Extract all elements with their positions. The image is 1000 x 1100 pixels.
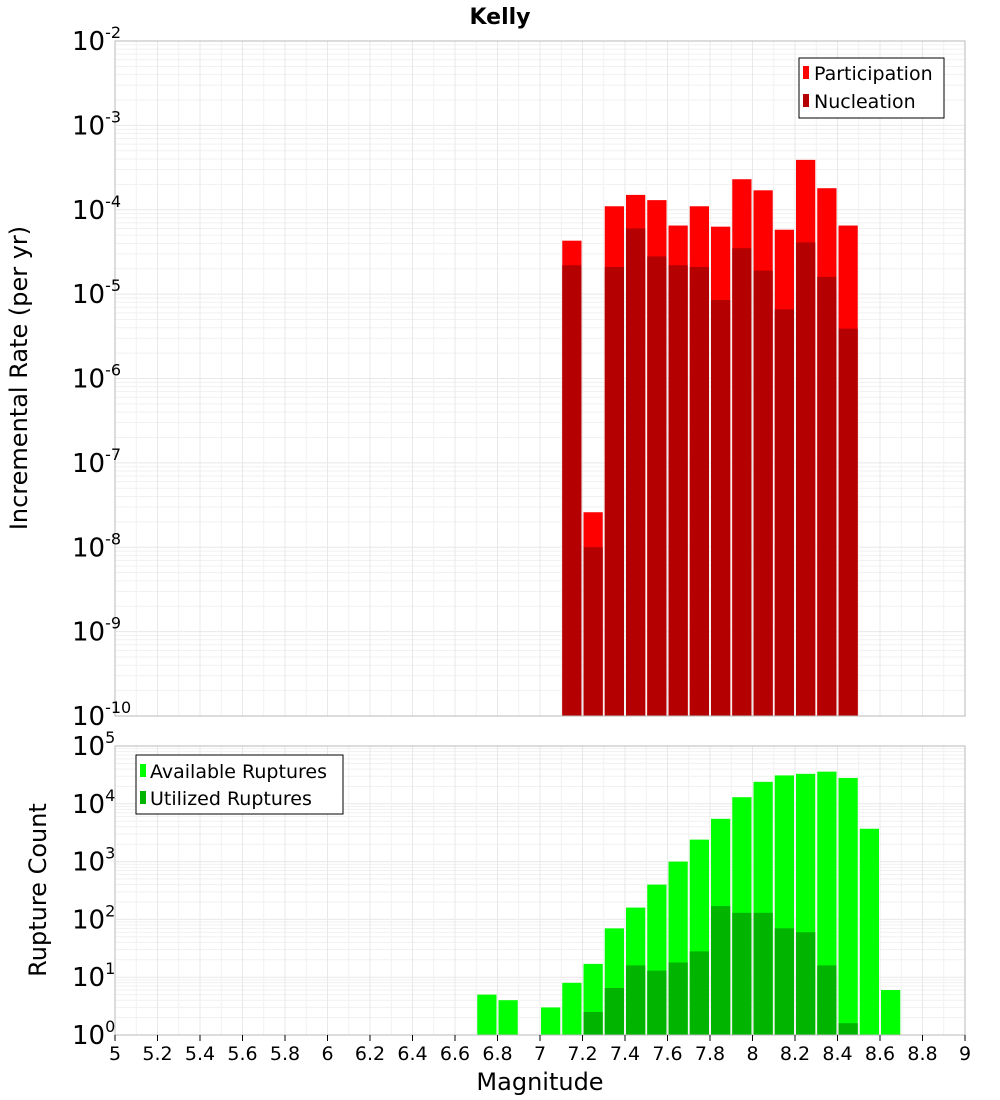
- bar-nucleation: [753, 270, 773, 716]
- legend-swatch-available: [140, 764, 146, 777]
- bar-utilized-ruptures: [753, 912, 773, 1035]
- x-tick-label: 6: [321, 1043, 333, 1065]
- bar-nucleation: [604, 266, 624, 716]
- bar-utilized-ruptures: [796, 932, 816, 1035]
- x-tick-label: 6.8: [482, 1043, 512, 1065]
- y-tick-label: 10-3: [72, 107, 121, 141]
- bar-utilized-ruptures: [732, 912, 752, 1035]
- x-tick-label: 8.8: [907, 1043, 937, 1065]
- legend-label-available: Available Ruptures: [150, 761, 327, 783]
- bar-utilized-ruptures: [711, 906, 731, 1035]
- x-tick-label: 8.2: [780, 1043, 810, 1065]
- bar-nucleation: [838, 328, 858, 716]
- bar-nucleation: [711, 300, 731, 716]
- bar-utilized-ruptures: [838, 1023, 858, 1035]
- legend-swatch-utilized: [140, 791, 146, 804]
- bar-utilized-ruptures: [668, 962, 688, 1035]
- bar-available-ruptures: [838, 777, 858, 1035]
- x-axis: 5 5.2 5.4 5.6 5.8 6 6.2 6.4 6.6 6.8 7 7.2 7.4 7.6 7.8 8…: [109, 1035, 971, 1065]
- x-tick-label: 5: [109, 1043, 121, 1065]
- bottom-y-axis-title: Rupture Count: [24, 803, 52, 977]
- bar-nucleation: [732, 248, 752, 717]
- x-tick-label: 5.4: [185, 1043, 215, 1065]
- bar-nucleation: [626, 228, 646, 716]
- top-grid: [114, 40, 966, 717]
- bar-available-ruptures: [562, 982, 582, 1035]
- bar-nucleation: [689, 266, 709, 716]
- bottom-bars: [477, 771, 901, 1035]
- y-tick-label: 10-2: [72, 23, 121, 57]
- y-tick-label: 101: [72, 959, 115, 993]
- x-tick-label: 7.8: [695, 1043, 725, 1065]
- legend-label-participation: Participation: [814, 63, 933, 85]
- bottom-y-axis: 100 101 102 103 104 105: [72, 728, 115, 1051]
- y-tick-label: 10-9: [72, 614, 121, 648]
- bottom-legend: Available Ruptures Utilized Ruptures: [135, 754, 344, 815]
- legend-swatch-nucleation: [803, 94, 809, 107]
- bar-nucleation: [774, 309, 794, 716]
- x-tick-label: 6.6: [440, 1043, 470, 1065]
- bar-nucleation: [817, 276, 837, 716]
- y-tick-label: 100: [72, 1017, 115, 1051]
- x-tick-label: 9: [959, 1043, 971, 1065]
- x-tick-label: 7.4: [610, 1043, 640, 1065]
- top-y-axis: 10-10 10-9 10-8 10-7 10-6 10-5 10-4 10-3 10-2: [72, 23, 131, 732]
- x-tick-label: 7.2: [567, 1043, 597, 1065]
- x-tick-label: 6.4: [397, 1043, 427, 1065]
- top-legend-box: [798, 57, 945, 119]
- legend-label-nucleation: Nucleation: [814, 91, 916, 113]
- bar-available-ruptures: [881, 990, 901, 1035]
- x-tick-label: 8.4: [822, 1043, 852, 1065]
- bar-utilized-ruptures: [626, 965, 646, 1035]
- top-plot-frame: [114, 40, 966, 717]
- y-tick-label: 104: [72, 786, 115, 820]
- top-plot: Kelly 10-1010-910-810-710-610-510-410-31…: [5, 5, 966, 732]
- bar-available-ruptures: [477, 994, 497, 1035]
- bar-utilized-ruptures: [817, 965, 837, 1035]
- x-tick-label: 8: [746, 1043, 758, 1065]
- y-tick-label: 10-10: [72, 698, 131, 732]
- x-tick-label: 6.2: [355, 1043, 385, 1065]
- x-tick-label: 5.8: [270, 1043, 300, 1065]
- bottom-legend-box: [135, 754, 344, 815]
- bottom-plot: 100 101 102 103 104 105 Rupture Count Availab…: [24, 728, 971, 1096]
- x-tick-label: 7.6: [652, 1043, 682, 1065]
- bar-utilized-ruptures: [774, 928, 794, 1035]
- x-tick-label: 8.6: [865, 1043, 895, 1065]
- y-tick-label: 10-7: [72, 445, 121, 479]
- bar-utilized-ruptures: [689, 951, 709, 1035]
- chart-title: Kelly: [469, 5, 530, 30]
- x-axis-title: Magnitude: [476, 1068, 603, 1096]
- x-tick-label: 5.2: [142, 1043, 172, 1065]
- bar-available-ruptures: [541, 1007, 561, 1035]
- y-tick-label: 102: [72, 901, 115, 935]
- top-legend: Participation Nucleation: [798, 57, 945, 119]
- y-tick-label: 105: [72, 728, 115, 762]
- bar-nucleation: [796, 242, 816, 716]
- x-tick-label: 7: [534, 1043, 546, 1065]
- y-tick-label: 10-5: [72, 276, 121, 310]
- y-tick-label: 103: [72, 844, 115, 878]
- bar-available-ruptures: [498, 1000, 518, 1035]
- bar-utilized-ruptures: [647, 970, 667, 1035]
- y-tick-label: 10-8: [72, 529, 121, 563]
- bar-utilized-ruptures: [583, 1011, 603, 1035]
- top-bars: [562, 159, 858, 717]
- top-y-axis-title: Incremental Rate (per yr): [5, 226, 33, 530]
- bottom-grid: [114, 745, 966, 1036]
- legend-label-utilized: Utilized Ruptures: [150, 788, 312, 810]
- y-tick-label: 10-6: [72, 361, 121, 395]
- bar-nucleation: [647, 256, 667, 716]
- legend-swatch-participation: [803, 66, 809, 79]
- bar-available-ruptures: [859, 828, 879, 1035]
- bar-utilized-ruptures: [604, 988, 624, 1035]
- y-tick-label: 10-4: [72, 192, 121, 226]
- bar-nucleation: [668, 265, 688, 716]
- x-tick-label: 5.6: [227, 1043, 257, 1065]
- bar-nucleation: [562, 265, 582, 716]
- bar-nucleation: [583, 547, 603, 716]
